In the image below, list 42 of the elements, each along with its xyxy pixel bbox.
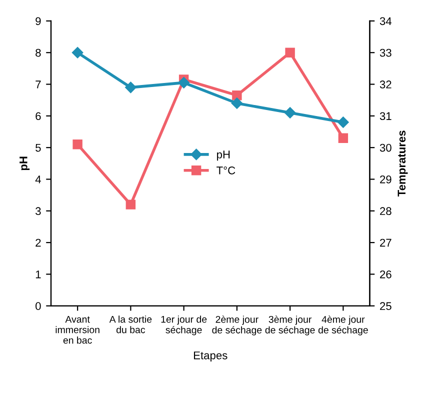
point (126, 200, 136, 210)
point (338, 133, 348, 143)
y-tick-label: 5 (36, 144, 41, 152)
y2-axis-title: Tempratures (398, 130, 408, 197)
point (232, 90, 242, 100)
y-axis-title: pH (20, 156, 30, 170)
y-tick-label: 4 (35, 176, 41, 184)
y2-tick-label: 29 (380, 176, 392, 184)
y2-tick-label: 28 (380, 207, 392, 216)
y2-tick-label: 31 (380, 112, 392, 120)
point (72, 140, 82, 150)
y-tick-label: 2 (36, 238, 41, 247)
point (178, 77, 190, 88)
y2-tick-label: 27 (380, 238, 392, 247)
y-tick-label: 7 (36, 80, 41, 88)
legend-label: T°C (216, 166, 236, 174)
y-tick-label: 6 (36, 112, 41, 120)
x-tick-label: 1er jour de séchage (161, 316, 207, 336)
y-tick-label: 3 (36, 207, 41, 216)
point (338, 116, 349, 128)
point (285, 48, 295, 58)
x-tick-label: Avant immersion en bac (56, 316, 100, 344)
legend-label: pH (217, 150, 230, 161)
point (72, 47, 84, 58)
x-tick-label: 3ème jour de séchage (265, 316, 315, 336)
x-tick-label: 2ème jour de séchage (212, 316, 262, 336)
point (231, 98, 243, 109)
y2-tick-label: 32 (380, 80, 392, 88)
point (125, 82, 136, 94)
y-tick-label: 8 (36, 48, 41, 57)
y-tick-label: 9 (36, 17, 41, 26)
y2-tick-label: 33 (380, 48, 392, 57)
y2-tick-label: 30 (380, 144, 392, 152)
y-tick-label: 0 (36, 302, 41, 310)
x-axis-title: Etapes (194, 352, 228, 362)
x-tick-label: A la sortie du bac (109, 316, 152, 334)
point (284, 107, 296, 118)
y2-tick-label: 34 (380, 17, 392, 26)
x-tick-label: 4ème jour de séchage (318, 316, 368, 336)
y2-tick-label: 26 (380, 270, 392, 278)
y-tick-label: 1 (36, 270, 41, 278)
y2-tick-label: 25 (380, 302, 392, 310)
